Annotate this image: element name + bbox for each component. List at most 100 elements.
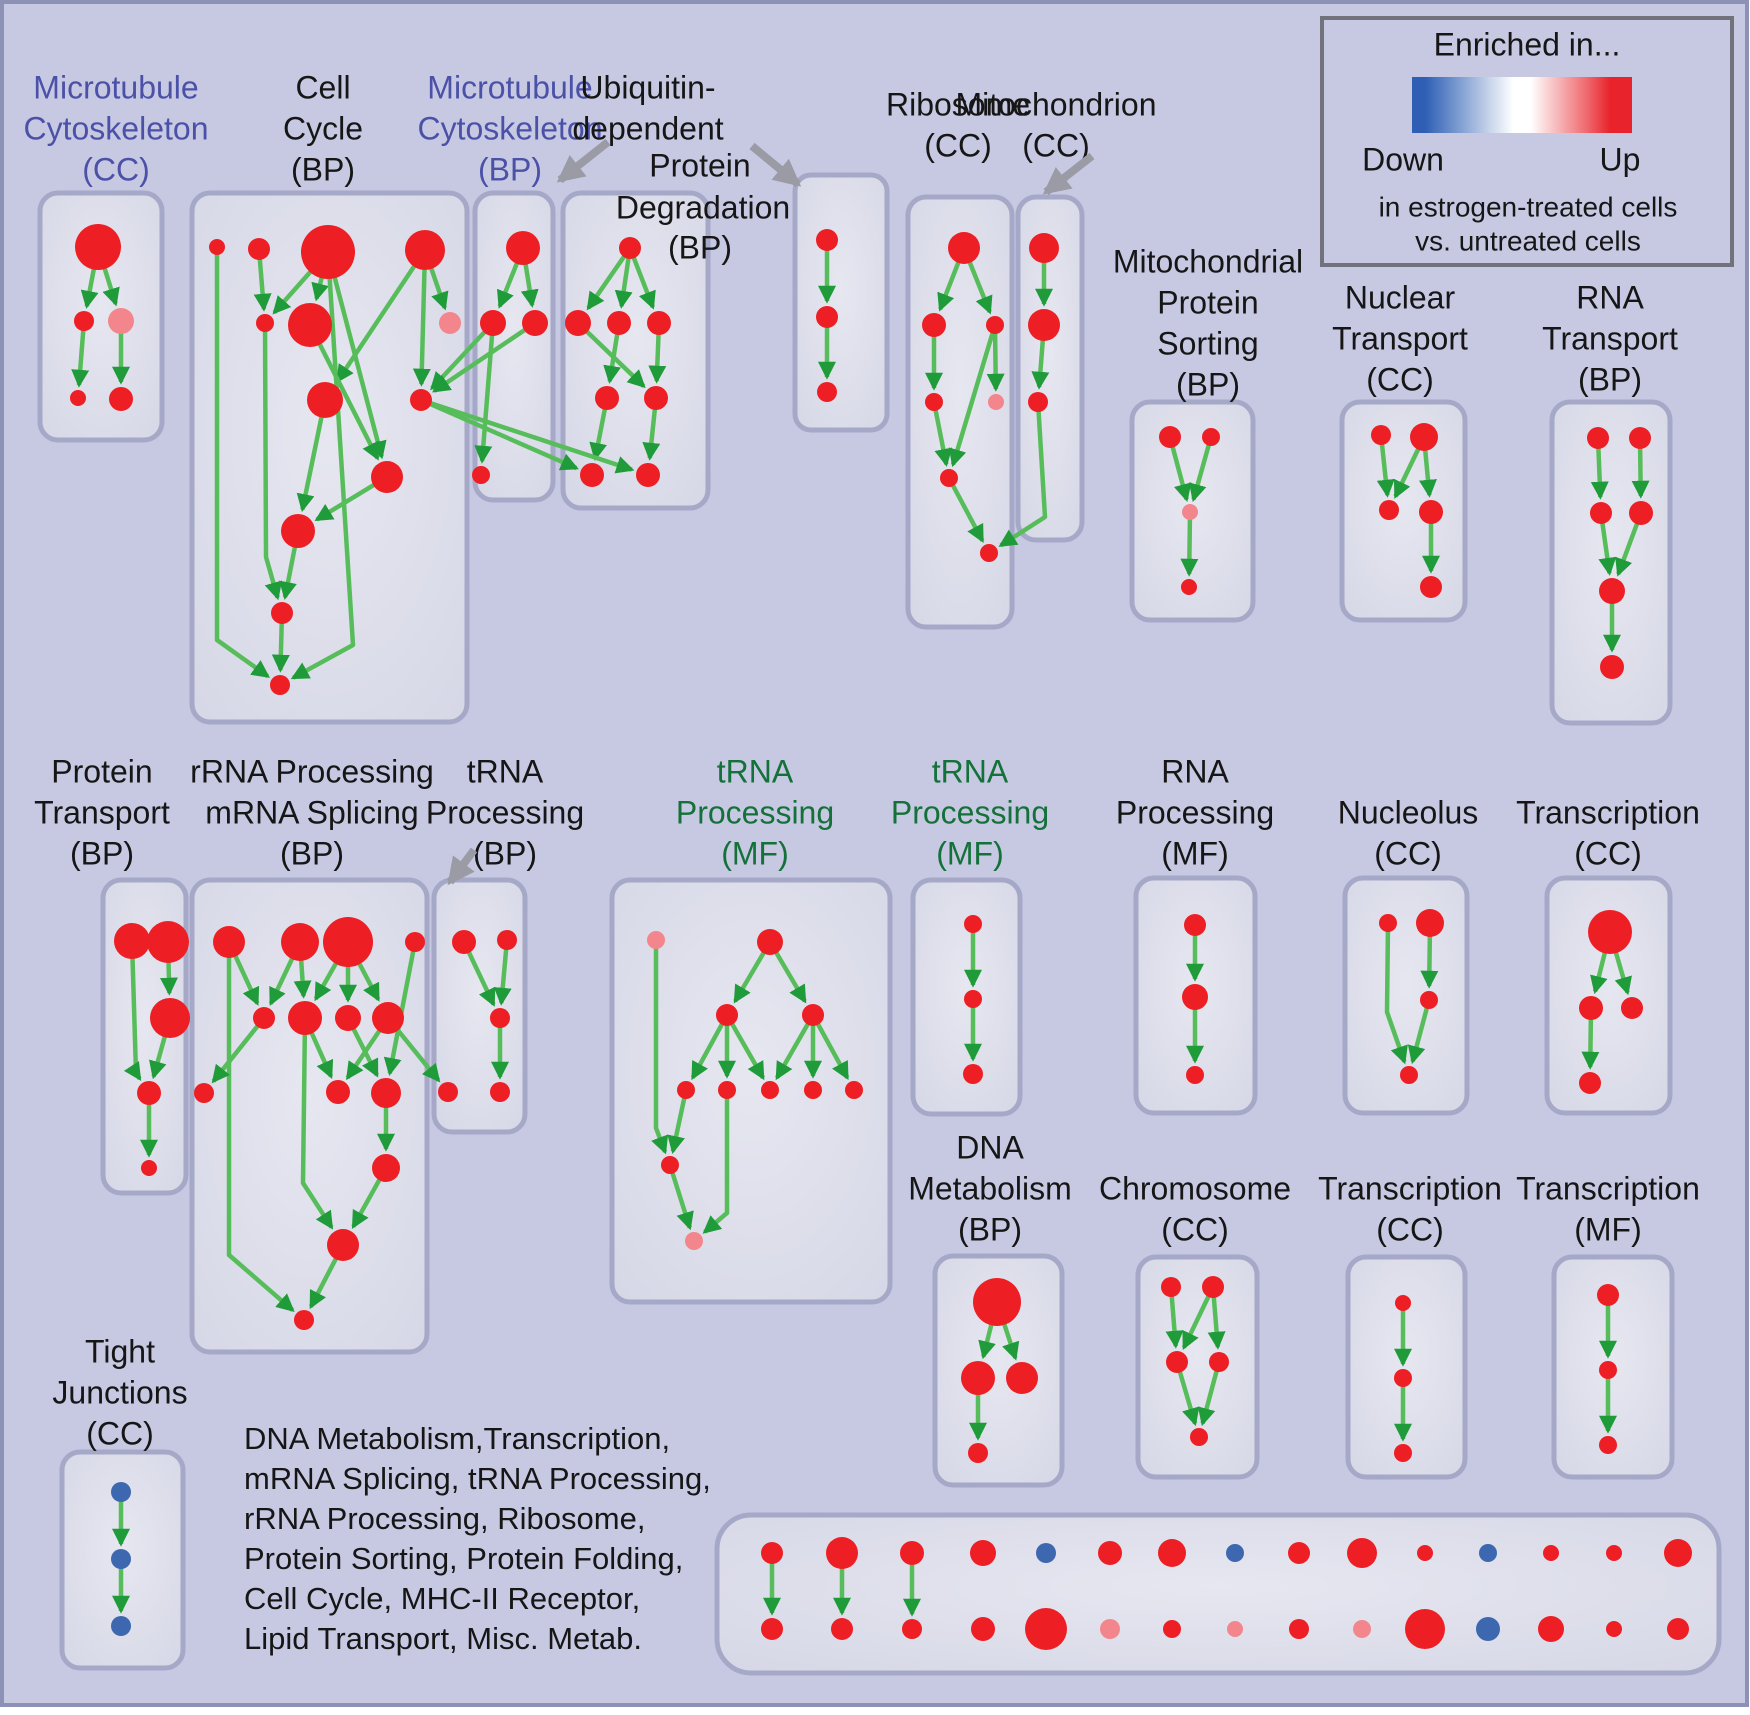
edge-tm3-tm8 — [811, 1013, 850, 1081]
go-term-node-rr10 — [371, 1078, 401, 1108]
misc-terms-note-line4: Cell Cycle, MHC-II Receptor, — [244, 1581, 640, 1616]
go-term-node-rr12 — [327, 1229, 359, 1261]
go-term-node-rb4 — [988, 394, 1004, 410]
cluster-label-trna-processing-mf-2-line2: (MF) — [936, 835, 1004, 871]
go-term-node-mtbp0 — [506, 231, 540, 265]
go-term-node-ub3 — [647, 311, 671, 335]
go-term-node-dm0 — [973, 1278, 1021, 1326]
go-term-node-tb0 — [452, 930, 476, 954]
legend-down-label: Down — [1362, 141, 1444, 177]
cluster-box-misc-terms — [714, 1512, 1722, 1676]
edge-cc7-cc10 — [296, 399, 328, 513]
go-term-node-ch2 — [1166, 1351, 1188, 1373]
edge-rr3-rr10 — [383, 941, 418, 1077]
go-term-node-ub4 — [595, 386, 619, 410]
go-term-node-rb2 — [986, 316, 1004, 334]
cluster-label-transcription-cc-upper-line0: Transcription — [1516, 794, 1700, 830]
cluster-label-trna-processing-bp-line0: tRNA — [467, 753, 544, 789]
go-term-node-rb1 — [922, 313, 946, 337]
edge-ub1-ub5 — [576, 321, 646, 389]
go-term-node-cc10 — [281, 514, 315, 548]
go-term-node-kb2 — [902, 1619, 922, 1639]
cluster-label-rrna-processing-mrna-splicing-bp-line0: rRNA Processing — [190, 753, 434, 789]
go-term-node-tj0 — [111, 1482, 131, 1502]
cluster-label-protein-transport-bp-line0: Protein — [51, 753, 152, 789]
go-term-node-nc0 — [1379, 914, 1397, 932]
go-term-node-mc0 — [75, 224, 121, 270]
edge-ms1-ms2 — [1188, 436, 1214, 503]
go-term-node-tm2 — [716, 1004, 738, 1026]
cluster-label-ribosome-cc-line1: (CC) — [924, 127, 992, 163]
misc-terms-note-line0: DNA Metabolism,Transcription, — [244, 1421, 670, 1456]
cluster-label-nucleolus-cc-line0: Nucleolus — [1338, 794, 1479, 830]
edge-pt0-pt3 — [123, 940, 142, 1082]
go-term-node-tn2 — [963, 1064, 983, 1084]
go-term-node-rt4 — [1599, 578, 1625, 604]
cluster-label-mt-cytoskeleton-cc-line1: Cytoskeleton — [24, 110, 209, 146]
go-term-node-ka4 — [1036, 1543, 1056, 1563]
go-term-node-ka2 — [900, 1541, 924, 1565]
go-term-node-ka0 — [761, 1542, 783, 1564]
cluster-label-trna-processing-mf-2-line0: tRNA — [932, 753, 1009, 789]
cluster-box-transcription-cc-lower — [1345, 1254, 1468, 1480]
cluster-label-protein-transport-bp-line2: (BP) — [70, 835, 134, 871]
go-term-node-kb9 — [1353, 1620, 1371, 1638]
edge-mtbp1-mtbp3 — [474, 322, 496, 464]
edge-tm4-tm9 — [667, 1089, 689, 1154]
go-term-node-pt1 — [147, 921, 189, 963]
cluster-label-dna-metabolism-bp-line2: (BP) — [958, 1211, 1022, 1247]
cluster-label-nuclear-transport-cc-line2: (CC) — [1366, 361, 1434, 397]
go-term-node-tm4 — [677, 1081, 695, 1099]
edge-rb2-rb4 — [986, 324, 1005, 392]
go-term-node-rr0 — [213, 926, 245, 958]
go-term-node-cc9 — [371, 461, 403, 493]
edge-tb1-tb2 — [493, 939, 512, 1006]
go-term-node-rr2 — [323, 917, 373, 967]
go-term-node-mtbp1 — [480, 310, 506, 336]
edge-cc8-ub7 — [420, 397, 635, 474]
go-term-node-tb3 — [438, 1082, 458, 1102]
go-term-node-pt3 — [137, 1081, 161, 1105]
edge-rb2-rb5 — [948, 324, 998, 468]
cluster-label-mt-cytoskeleton-bp-line0: Microtubule — [427, 69, 592, 105]
go-term-node-nt3 — [1419, 500, 1443, 524]
go-term-node-rr5 — [288, 1001, 322, 1035]
misc-terms-note-line3: Protein Sorting, Protein Folding, — [244, 1541, 683, 1576]
go-term-node-nt4 — [1420, 576, 1442, 598]
go-term-node-cc6 — [439, 312, 461, 334]
cluster-label-ubiquitin-degradation-bp-line2: Protein — [649, 147, 750, 183]
label-pointer-arrow-3 — [446, 847, 478, 886]
go-term-node-tj2 — [111, 1616, 131, 1636]
edge-tm3-tm6 — [775, 1013, 815, 1081]
legend-box — [1320, 16, 1734, 267]
go-term-node-rr3 — [405, 932, 425, 952]
label-pointer-arrow-2 — [1042, 152, 1095, 196]
edge-cc3-cc7 — [335, 248, 427, 384]
cluster-label-mito-protein-sorting-bp-line0: Mitochondrial — [1113, 243, 1303, 279]
cluster-box-nucleolus-cc — [1342, 875, 1470, 1116]
go-term-node-ms0 — [1159, 426, 1181, 448]
cluster-box-chromosome-cc — [1135, 1254, 1260, 1480]
cluster-label-mitochondrion-cc-line0: Mitochondrion — [956, 86, 1157, 122]
cluster-label-rna-transport-bp-line1: Transport — [1542, 320, 1678, 356]
go-term-node-ub0 — [619, 237, 641, 259]
go-term-node-rt2 — [1590, 502, 1612, 524]
go-term-node-tn0 — [964, 915, 982, 933]
go-term-node-kb5 — [1100, 1619, 1120, 1639]
go-term-node-ka6 — [1158, 1539, 1186, 1567]
go-term-node-kb14 — [1667, 1618, 1689, 1640]
edge-rb3-rb5 — [931, 401, 953, 467]
cluster-label-transcription-cc-lower-line0: Transcription — [1318, 1170, 1502, 1206]
go-term-node-tm9 — [661, 1156, 679, 1174]
cluster-label-rna-transport-bp-line0: RNA — [1576, 279, 1644, 315]
go-term-node-rb6 — [980, 544, 998, 562]
cluster-label-trna-processing-mf-1-line2: (MF) — [721, 835, 789, 871]
cluster-label-ribosome-cc-line0: Ribosome — [886, 86, 1030, 122]
go-term-node-xc0 — [1588, 910, 1632, 954]
go-term-node-mc3 — [70, 390, 86, 406]
go-term-node-ka11 — [1479, 1544, 1497, 1562]
cluster-label-mt-cytoskeleton-bp-line2: (BP) — [478, 151, 542, 187]
cluster-label-ubiquitin-degradation-bp-line0: Ubiquitin- — [580, 69, 715, 105]
go-term-node-zc1 — [1599, 1361, 1617, 1379]
